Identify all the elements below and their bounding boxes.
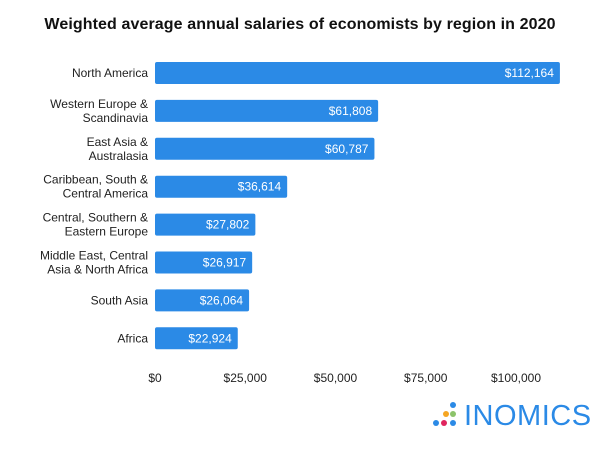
category-label: Eastern Europe [65, 225, 149, 239]
bar [155, 327, 238, 350]
bar [155, 62, 560, 84]
category-label: Central, Southern & [43, 211, 148, 225]
category-label: Scandinavia [83, 111, 149, 125]
x-tick-label: $25,000 [224, 371, 268, 385]
data-label: $36,614 [238, 180, 282, 194]
logo-dots-icon [433, 402, 456, 426]
data-label: $60,787 [325, 142, 369, 156]
logo-text: INOMICS [464, 399, 592, 432]
data-label: $26,917 [203, 256, 247, 270]
chart-title: Weighted average annual salaries of econ… [44, 16, 556, 33]
bar [155, 213, 256, 236]
data-label: $61,808 [329, 104, 373, 118]
category-label: Central America [63, 187, 149, 201]
x-tick-label: $100,000 [491, 371, 541, 385]
category-label: Africa [117, 331, 148, 345]
bar [155, 99, 379, 122]
category-label: East Asia & [87, 135, 148, 149]
data-label: $112,164 [505, 66, 554, 80]
x-tick-label: $75,000 [404, 371, 448, 385]
category-label: Caribbean, South & [43, 173, 148, 187]
category-label: North America [72, 66, 148, 80]
bar [155, 137, 375, 160]
category-label: Asia & North Africa [47, 263, 148, 277]
bar [155, 175, 288, 198]
category-label: Middle East, Central [40, 249, 148, 263]
x-tick-label: $50,000 [314, 371, 358, 385]
data-label: $22,924 [188, 331, 232, 345]
category-label: South Asia [91, 293, 149, 307]
bar [155, 251, 253, 274]
data-label: $26,064 [200, 293, 244, 307]
inomics-logo: INOMICS [432, 398, 592, 434]
data-label: $27,802 [206, 218, 250, 232]
bar [155, 289, 250, 312]
category-label: Australasia [89, 149, 149, 163]
category-label: Western Europe & [50, 97, 148, 111]
x-tick-label: $0 [148, 371, 162, 385]
